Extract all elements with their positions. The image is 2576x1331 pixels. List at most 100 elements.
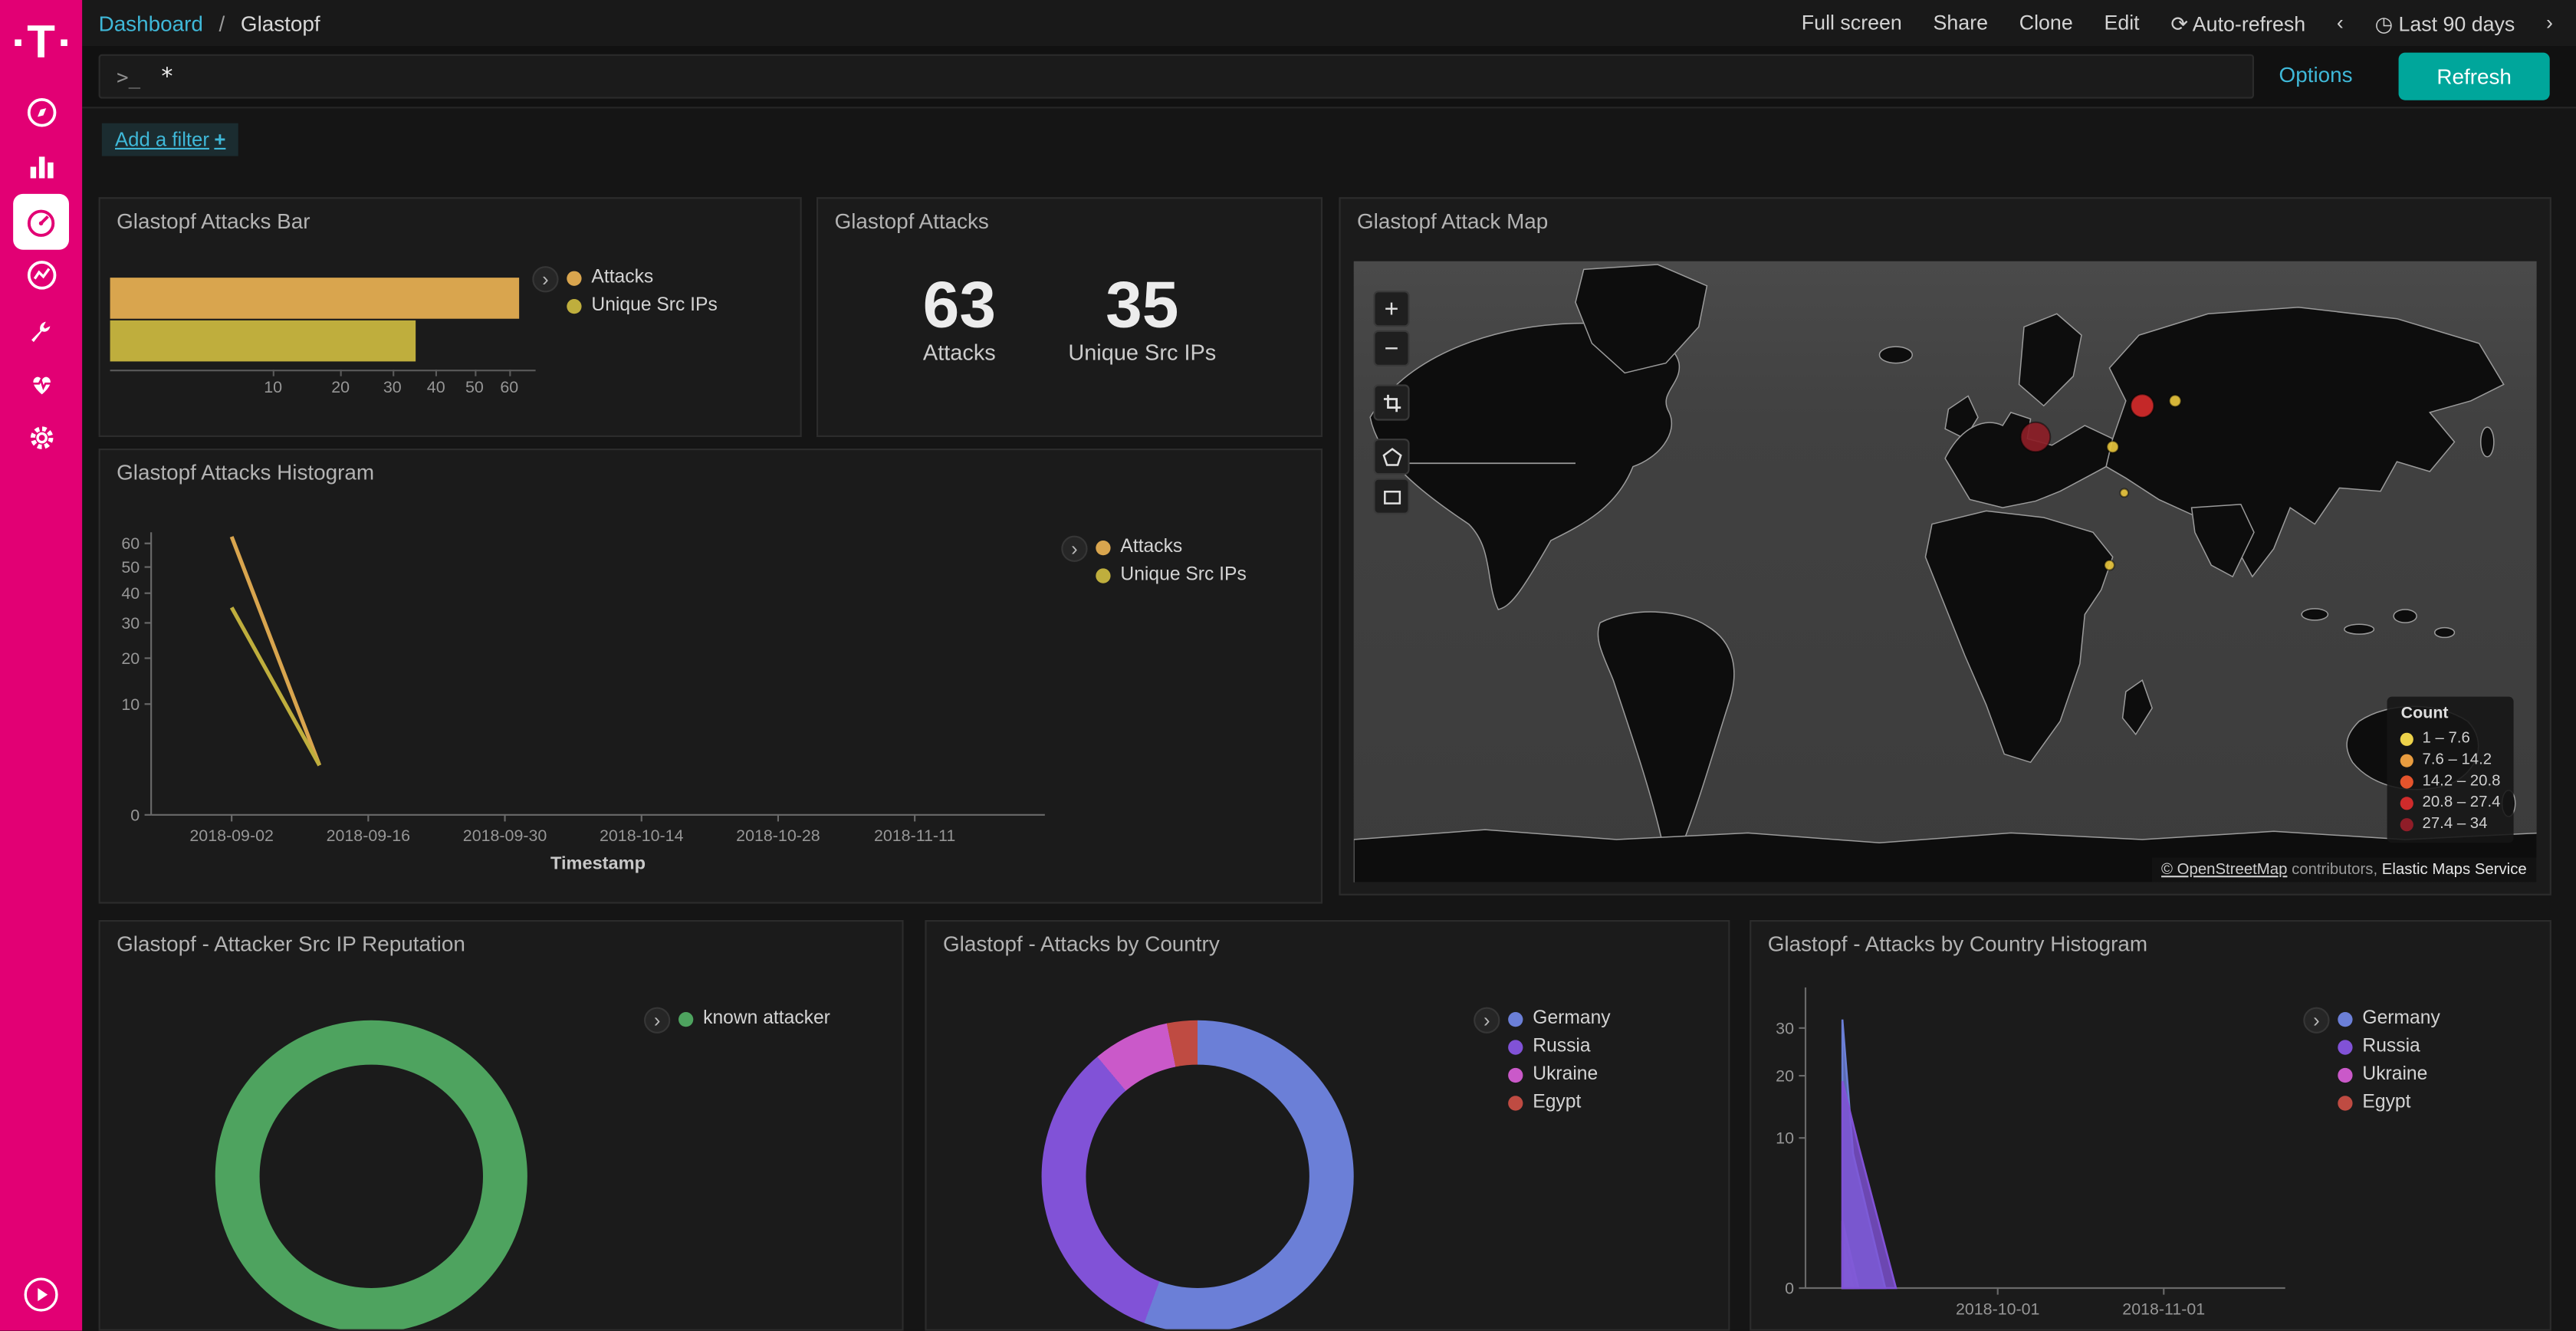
clock-icon: ◷ <box>2375 12 2393 35</box>
draw-rectangle-button[interactable] <box>1373 478 1409 514</box>
attack-location-dot[interactable] <box>2131 394 2154 417</box>
panel-title: Glastopf Attacks <box>835 209 989 233</box>
legend-toggle-icon[interactable]: › <box>532 266 558 292</box>
metric-label: Unique Src IPs <box>1068 340 1216 365</box>
line-chart[interactable]: 01020304050602018-09-022018-09-162018-09… <box>100 450 1321 902</box>
metric-label: Attacks <box>923 340 996 365</box>
area-chart-svg[interactable]: 01020302018-10-012018-11-01Timestamp <box>1751 922 2551 1331</box>
legend-item[interactable]: Egypt <box>2338 1093 2440 1112</box>
legend-item[interactable]: Egypt <box>1508 1093 1610 1112</box>
legend-item[interactable]: Unique Src IPs <box>1096 565 1247 585</box>
share-button[interactable]: Share <box>1934 12 1988 35</box>
attack-location-dot[interactable] <box>2120 489 2128 498</box>
refresh-button[interactable]: Refresh <box>2399 53 2550 100</box>
legend-item[interactable]: Attacks <box>1096 537 1247 557</box>
devtools-wrench-icon[interactable] <box>0 302 82 357</box>
attack-location-dot[interactable] <box>2170 395 2181 406</box>
map-legend-range: 14.2 – 20.8 <box>2423 771 2501 792</box>
legend-items: Germany Russia Ukraine Egypt <box>1508 1007 1610 1112</box>
line-chart-svg[interactable]: 01020304050602018-09-022018-09-162018-09… <box>100 450 1322 903</box>
visualize-barchart-icon[interactable] <box>0 140 82 194</box>
query-bar: >_ * Options Refresh <box>82 46 2576 107</box>
breadcrumb-current: Glastopf <box>241 11 320 35</box>
java <box>2344 624 2374 634</box>
legend-items: Attacks Unique Src IPs <box>567 266 718 315</box>
legend-color-dot <box>1096 540 1110 554</box>
legend-label: Russia <box>1533 1037 1590 1057</box>
monitoring-heartbeat-icon[interactable] <box>0 357 82 411</box>
breadcrumb-dashboard-link[interactable]: Dashboard <box>99 11 203 35</box>
donut-chart-country[interactable] <box>1042 1020 1354 1331</box>
zoom-in-button[interactable]: + <box>1373 291 1409 327</box>
map-legend-range: 27.4 – 34 <box>2423 813 2488 835</box>
metric-value: 35 <box>1068 271 1216 340</box>
panel-attacks-histogram: Glastopf Attacks Histogram 0102030405060… <box>99 449 1322 904</box>
line-series-Attacks[interactable] <box>232 537 320 765</box>
dashboard-gauge-icon[interactable] <box>13 193 69 249</box>
legend-label: Egypt <box>2362 1093 2410 1112</box>
add-filter-link[interactable]: Add a filter+ <box>102 123 239 156</box>
legend-items: Germany Russia Ukraine Egypt <box>2338 1007 2440 1112</box>
fullscreen-button[interactable]: Full screen <box>1802 12 1902 35</box>
legend-color-dot <box>1508 1011 1523 1026</box>
dashboard-nav-item[interactable] <box>0 194 82 248</box>
legend-toggle-icon[interactable]: › <box>644 1007 670 1034</box>
map-legend-rows: 1 – 7.67.6 – 14.214.2 – 20.820.8 – 27.42… <box>2401 728 2501 834</box>
metric-attacks: 63 Attacks <box>923 271 996 365</box>
time-forward-button[interactable]: › <box>2546 12 2553 35</box>
map-svg[interactable] <box>1354 261 2537 882</box>
legend-toggle-icon[interactable]: › <box>2303 1007 2329 1034</box>
auto-refresh-button[interactable]: ⟳ Auto-refresh <box>2170 11 2305 35</box>
discover-compass-icon[interactable] <box>0 85 82 140</box>
donut-chart-reputation[interactable] <box>215 1020 527 1331</box>
bar-Unique Src IPs[interactable] <box>110 320 416 362</box>
legend-item[interactable]: Ukraine <box>2338 1065 2440 1085</box>
legend-item[interactable]: Unique Src IPs <box>567 296 718 316</box>
metric-unique-src-ips: 35 Unique Src IPs <box>1068 271 1216 365</box>
legend-item[interactable]: known attacker <box>678 1009 830 1029</box>
world-map[interactable]: + − Count <box>1354 261 2537 882</box>
area-chart[interactable]: 01020302018-10-012018-11-01Timestamp <box>1751 922 2549 1329</box>
query-options-link[interactable]: Options <box>2279 62 2353 87</box>
collapse-nav-button[interactable] <box>0 1275 82 1314</box>
legend-item[interactable]: Germany <box>1508 1009 1610 1029</box>
time-back-button[interactable]: ‹ <box>2337 12 2344 35</box>
timelion-clock-icon[interactable] <box>0 248 82 303</box>
chart-legend: › Attacks Unique Src IPs <box>532 266 718 315</box>
legend-label: Attacks <box>591 268 653 288</box>
svg-text:2018-09-16: 2018-09-16 <box>327 827 411 845</box>
breadcrumb: Dashboard / Glastopf <box>99 11 320 35</box>
search-input[interactable]: >_ * <box>99 54 2254 99</box>
line-series-Unique Src IPs[interactable] <box>232 607 320 765</box>
legend-toggle-icon[interactable]: › <box>1061 536 1087 562</box>
legend-item[interactable]: Ukraine <box>1508 1065 1610 1085</box>
legend-color-dot <box>2338 1011 2352 1026</box>
draw-polygon-button[interactable] <box>1373 439 1409 475</box>
legend-color-dot <box>567 298 581 313</box>
svg-text:2018-10-01: 2018-10-01 <box>1956 1300 2040 1318</box>
fit-data-bounds-button[interactable] <box>1373 384 1409 420</box>
legend-item[interactable]: Attacks <box>567 268 718 288</box>
openstreetmap-link[interactable]: © OpenStreetMap <box>2161 861 2287 879</box>
legend-item[interactable]: Russia <box>1508 1037 1610 1057</box>
attack-location-dot[interactable] <box>2107 441 2118 452</box>
clone-button[interactable]: Clone <box>2019 12 2073 35</box>
legend-color-dot <box>1508 1067 1523 1082</box>
bar-Attacks[interactable] <box>110 278 520 319</box>
legend-toggle-icon[interactable]: › <box>1474 1007 1500 1034</box>
zoom-out-button[interactable]: − <box>1373 330 1409 366</box>
time-range-picker[interactable]: ◷ Last 90 days <box>2375 11 2515 35</box>
svg-text:2018-11-11: 2018-11-11 <box>874 827 955 845</box>
attack-location-dot[interactable] <box>2104 560 2114 570</box>
map-legend-row: 27.4 – 34 <box>2401 813 2501 835</box>
chart-legend: › Germany Russia Ukraine Egypt <box>1474 1007 1610 1112</box>
x-tick-label: 10 <box>257 380 290 398</box>
bar-chart[interactable]: 102030405060 <box>100 199 800 435</box>
edit-button[interactable]: Edit <box>2104 12 2139 35</box>
management-gear-icon[interactable] <box>0 411 82 465</box>
legend-color-dot <box>678 1011 693 1026</box>
attack-location-dot[interactable] <box>2021 422 2051 452</box>
area-series-Russia[interactable] <box>1842 1081 1896 1288</box>
legend-item[interactable]: Germany <box>2338 1009 2440 1029</box>
legend-item[interactable]: Russia <box>2338 1037 2440 1057</box>
